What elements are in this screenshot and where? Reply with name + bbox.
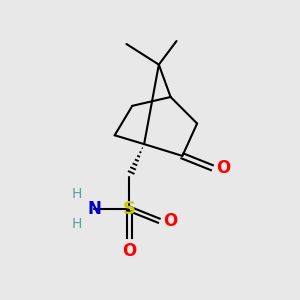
Text: O: O (163, 212, 178, 230)
Text: S: S (123, 200, 136, 218)
Text: N: N (87, 200, 101, 218)
Text: O: O (122, 242, 136, 260)
Text: O: O (216, 159, 230, 177)
Text: H: H (71, 217, 82, 231)
Text: H: H (71, 187, 82, 201)
